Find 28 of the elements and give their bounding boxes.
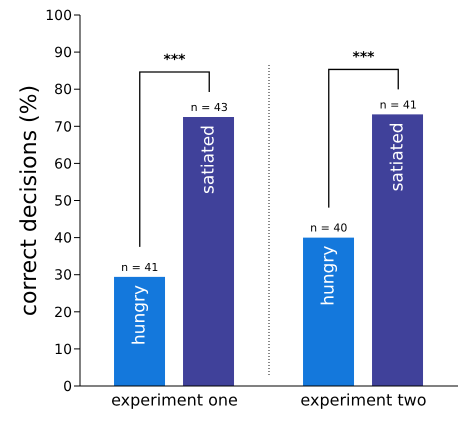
bar <box>114 276 166 386</box>
series-label: hungry <box>130 284 150 346</box>
y-tick-label: 80 <box>54 82 72 98</box>
y-tick-label: 100 <box>45 8 72 24</box>
annotation: n = 41 <box>380 98 417 112</box>
x-tick-label: experiment two <box>300 390 427 410</box>
annotation: *** <box>352 49 376 66</box>
bar <box>183 117 234 386</box>
y-tick-label: 20 <box>54 304 72 321</box>
y-tick-label: 30 <box>54 268 72 284</box>
annotation: n = 41 <box>121 260 158 274</box>
y-tick-label: 50 <box>54 193 72 210</box>
text: satiated <box>388 122 408 192</box>
y-tick-label: 0 <box>63 378 72 395</box>
text: hungry <box>318 246 339 306</box>
y-tick-label: 10 <box>54 342 72 358</box>
y-tick-label: 90 <box>54 45 72 62</box>
y-tick-label: 60 <box>54 156 72 172</box>
annotation: *** <box>164 52 186 68</box>
bar <box>372 114 424 386</box>
y-tick-label: 40 <box>54 230 72 247</box>
annotation: n = 43 <box>190 101 228 114</box>
y-tick-label: 70 <box>54 119 72 136</box>
series-label: satiated <box>198 125 219 194</box>
y-axis-title: correct decisions (%) <box>16 84 42 316</box>
annotation: n = 40 <box>310 222 348 235</box>
bar <box>303 238 354 386</box>
x-tick-label: experiment one <box>111 390 238 410</box>
